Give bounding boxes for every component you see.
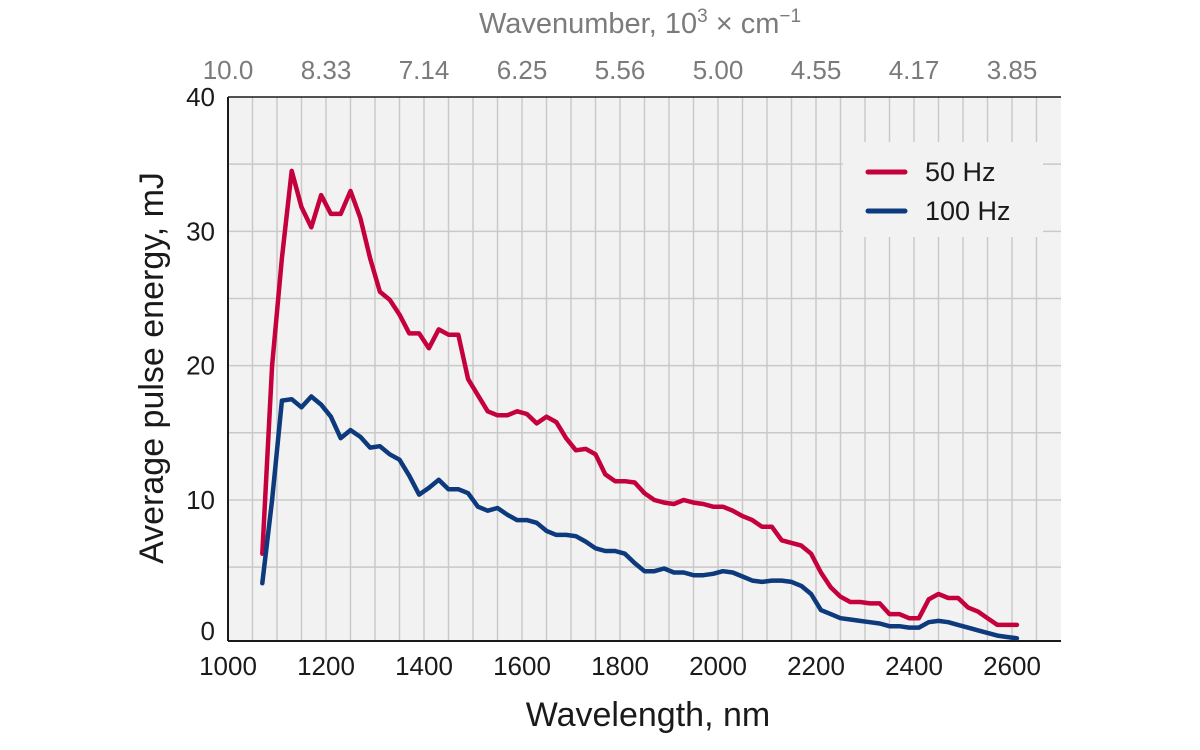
x-tick-label: 2200: [787, 651, 845, 681]
top-tick-label: 8.33: [301, 55, 352, 85]
x-tick-label: 1000: [199, 651, 257, 681]
grid-lines: [228, 97, 1061, 641]
y-tick-label: 30: [186, 216, 215, 246]
legend-background: [843, 142, 1043, 237]
x-tick-label: 1200: [297, 651, 355, 681]
x-tick-label: 1600: [493, 651, 551, 681]
x-tick-label: 2400: [885, 651, 943, 681]
x-tick-label: 1400: [395, 651, 453, 681]
y-tick-label: 10: [186, 485, 215, 515]
top-tick-label: 4.55: [791, 55, 842, 85]
top-axis-title: Wavenumber, 103 × cm−1: [479, 6, 801, 40]
top-tick-label: 5.00: [693, 55, 744, 85]
y-tick-label: 40: [186, 82, 215, 112]
legend: 50 Hz 100 Hz: [843, 142, 1043, 237]
x-tick-label: 2600: [983, 651, 1041, 681]
x-tick-label: 1800: [591, 651, 649, 681]
series-layer: [260, 168, 1020, 641]
axes: [227, 96, 1061, 642]
top-tick-label: 5.56: [595, 55, 646, 85]
top-tick-label: 10.0: [203, 55, 254, 85]
top-tick-label: 3.85: [987, 55, 1038, 85]
y-tick-label: 0: [201, 616, 215, 646]
bottom-tick-labels: 1000 1200 1400 1600 1800 2000 2200 2400 2600: [199, 651, 1041, 681]
legend-label-100hz: 100 Hz: [925, 196, 1011, 226]
left-tick-labels: 0 10 20 30 40: [186, 82, 215, 646]
y-tick-label: 20: [186, 351, 215, 381]
series-line-100hz: [260, 394, 1020, 641]
y-axis-title: Average pulse energy, mJ: [133, 172, 171, 564]
series-line-50hz: [260, 168, 1020, 628]
x-tick-label: 2000: [689, 651, 747, 681]
top-tick-label: 6.25: [497, 55, 548, 85]
top-tick-label: 4.17: [889, 55, 940, 85]
x-axis-title: Wavelength, nm: [526, 696, 770, 734]
top-tick-label: 7.14: [399, 55, 450, 85]
top-tick-labels: 10.0 8.33 7.14 6.25 5.56 5.00 4.55 4.17 3.85: [203, 55, 1038, 85]
legend-label-50hz: 50 Hz: [925, 157, 996, 187]
